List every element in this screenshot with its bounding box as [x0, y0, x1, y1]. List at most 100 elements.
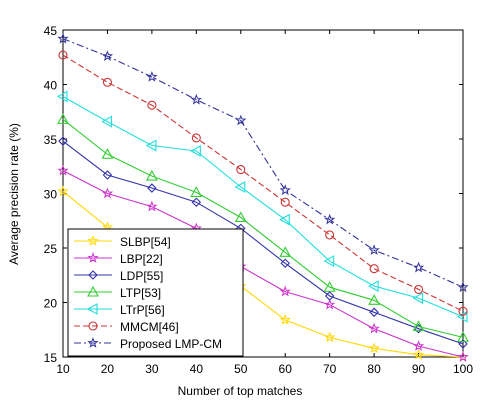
data-point — [323, 255, 335, 268]
data-point — [323, 281, 336, 292]
legend-entry: LDP[55] — [74, 269, 163, 283]
data-point — [101, 148, 114, 159]
legend-label: MMCM[46] — [120, 320, 179, 334]
series-line — [62, 54, 464, 312]
data-point — [280, 197, 290, 207]
legend-entry: LBP[22] — [74, 252, 163, 266]
x-tick-label: 40 — [190, 362, 204, 376]
x-tick-label: 100 — [453, 362, 473, 376]
y-tick-label: 30 — [44, 188, 58, 202]
data-point — [101, 50, 114, 61]
legend-label: LDP[55] — [120, 269, 163, 283]
data-point — [369, 264, 379, 274]
data-point — [368, 342, 380, 354]
y-tick-label: 35 — [44, 133, 58, 147]
data-point — [412, 348, 425, 360]
data-point — [191, 133, 201, 143]
legend-marker — [87, 252, 99, 263]
legend-marker — [87, 235, 99, 246]
data-point — [236, 164, 246, 175]
series-line — [62, 170, 464, 358]
data-point — [457, 351, 469, 362]
x-tick-label: 20 — [101, 362, 115, 376]
data-point — [234, 211, 247, 223]
data-point — [412, 292, 424, 305]
data-point — [412, 261, 425, 273]
axes: 10 20 30 40 50 60 70 80 90 100 15 20 25 30 35 40 45 — [44, 24, 474, 376]
series-3 — [58, 136, 468, 349]
series-line — [62, 38, 464, 288]
data-point — [279, 246, 292, 257]
legend-marker — [87, 337, 99, 348]
series-4 — [57, 113, 469, 342]
series-line — [62, 118, 464, 338]
legend: SLBP[54] LBP[22] LDP[55] LTP[53] LTrP[56] MMC… — [67, 228, 244, 357]
data-point — [412, 340, 425, 351]
data-point — [280, 258, 291, 269]
data-point — [147, 183, 157, 193]
y-axis-label: Average precision rate (%) — [7, 123, 21, 265]
data-point — [101, 115, 112, 128]
legend-entry: Proposed LMP-CM — [74, 337, 222, 351]
data-point — [324, 291, 335, 301]
data-point — [146, 200, 158, 212]
y-tick-label: 20 — [44, 297, 58, 311]
data-point — [457, 281, 469, 293]
data-point — [190, 145, 201, 157]
series-7 — [57, 32, 469, 293]
legend-label: LTP[53] — [120, 286, 161, 300]
legend-label: SLBP[54] — [120, 235, 171, 249]
legend-entry: SLBP[54] — [74, 235, 171, 249]
data-point — [458, 306, 468, 316]
data-point — [190, 93, 202, 105]
data-point — [414, 284, 424, 294]
data-point — [456, 310, 468, 323]
data-point — [324, 213, 336, 225]
data-point — [102, 170, 113, 180]
legend-entry: MMCM[46] — [74, 320, 179, 334]
series-6 — [58, 50, 468, 316]
y-tick-label: 40 — [44, 79, 58, 93]
data-point — [457, 331, 469, 342]
y-tick-label: 25 — [44, 242, 58, 256]
x-axis-label: Number of top matches — [178, 384, 303, 398]
legend-label: Proposed LMP-CM — [120, 337, 222, 351]
x-tick-label: 70 — [323, 362, 337, 376]
data-point — [324, 331, 336, 343]
legend-label: LTrP[56] — [120, 303, 165, 317]
data-point — [57, 113, 69, 124]
data-point — [145, 139, 157, 152]
data-point — [101, 187, 114, 199]
data-point — [146, 70, 158, 82]
data-point — [145, 169, 158, 181]
data-point — [279, 313, 291, 325]
data-point — [279, 213, 290, 226]
series-5 — [56, 90, 468, 323]
x-tick-label: 90 — [412, 362, 426, 376]
data-point — [412, 320, 425, 332]
data-point — [458, 339, 468, 349]
data-point — [191, 197, 202, 207]
legend-entry: LTP[53] — [74, 285, 161, 300]
data-point — [147, 100, 157, 110]
data-point — [368, 322, 380, 334]
x-tick-label: 30 — [145, 362, 159, 376]
data-point — [325, 230, 335, 240]
data-point — [190, 186, 203, 197]
data-point — [56, 90, 68, 103]
data-point — [235, 114, 247, 126]
x-tick-label: 80 — [367, 362, 381, 376]
legend-marker — [88, 270, 98, 280]
series-line — [62, 140, 464, 345]
data-point — [102, 77, 112, 87]
y-tick-label: 15 — [44, 351, 58, 365]
legend-entry: LTrP[56] — [74, 303, 165, 317]
data-point — [58, 136, 68, 146]
data-point — [279, 285, 291, 297]
data-point — [234, 181, 246, 193]
data-point — [57, 164, 69, 176]
series-line — [62, 96, 464, 318]
data-point — [324, 298, 336, 310]
x-tick-label: 10 — [56, 362, 70, 376]
